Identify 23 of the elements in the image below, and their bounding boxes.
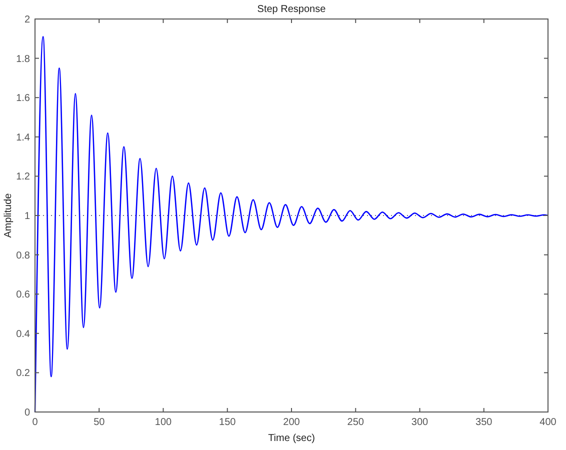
x-tick-label: 0 xyxy=(32,417,38,428)
y-tick-label: 1.6 xyxy=(16,93,30,104)
x-tick-label: 250 xyxy=(347,417,364,428)
x-axis-title: Time (sec) xyxy=(268,433,315,444)
x-tick-label: 400 xyxy=(540,417,557,428)
chart-title: Step Response xyxy=(257,4,326,15)
y-tick-label: 0.8 xyxy=(16,250,30,262)
y-tick-label: 1.8 xyxy=(16,54,30,65)
y-tick-label: 0.2 xyxy=(16,368,30,380)
x-tick-label: 100 xyxy=(154,417,172,428)
y-tick-label: 0.6 xyxy=(16,290,30,301)
x-tick-label: 150 xyxy=(219,417,236,428)
y-tick-label: 0.4 xyxy=(16,328,30,340)
y-tick-label: 1.4 xyxy=(16,132,30,144)
x-tick-label: 350 xyxy=(476,417,493,428)
y-tick-label: 2 xyxy=(24,14,30,26)
x-tick-label: 300 xyxy=(411,417,429,428)
y-tick-label: 0 xyxy=(24,408,30,418)
y-axis-title: Amplitude xyxy=(3,192,14,238)
y-tick-label: 1 xyxy=(24,211,30,222)
y-tick-label: 1.2 xyxy=(16,172,30,183)
x-tick-label: 50 xyxy=(94,417,106,428)
x-tick-label: 200 xyxy=(283,417,300,428)
